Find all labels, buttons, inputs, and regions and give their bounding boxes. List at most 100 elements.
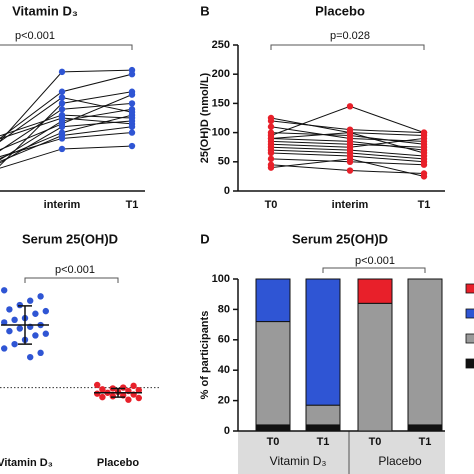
chart-title: Vitamin D₃ bbox=[12, 3, 78, 18]
panel-letter: D bbox=[200, 231, 209, 246]
data-point bbox=[267, 164, 275, 171]
data-point bbox=[0, 287, 8, 294]
data-point bbox=[420, 161, 428, 168]
x-tick-label: T1 bbox=[317, 436, 330, 448]
data-point bbox=[94, 381, 101, 389]
data-point bbox=[420, 149, 428, 157]
data-point bbox=[94, 390, 101, 397]
data-point bbox=[58, 132, 66, 139]
y-tick-label: 0 bbox=[224, 425, 230, 437]
y-tick-label: 250 bbox=[212, 39, 230, 51]
data-point bbox=[346, 129, 354, 136]
legend-swatch bbox=[465, 283, 474, 294]
x-tick-label: interim bbox=[332, 199, 369, 211]
x-tick-label: Placebo bbox=[97, 457, 139, 469]
legend-swatch bbox=[465, 358, 474, 369]
y-tick-label: 80 bbox=[218, 303, 230, 315]
x-label-band bbox=[238, 431, 445, 474]
x-tick-label: T0 bbox=[369, 436, 382, 448]
panel-letter: B bbox=[200, 3, 209, 18]
data-point bbox=[346, 103, 354, 110]
x-tick-label: Vitamin D₃ bbox=[0, 457, 53, 469]
data-point bbox=[32, 310, 39, 317]
data-point bbox=[27, 353, 34, 361]
bar-segment bbox=[305, 424, 341, 432]
data-point bbox=[0, 345, 8, 352]
data-point bbox=[99, 393, 106, 401]
data-point bbox=[128, 129, 136, 136]
bar-segment bbox=[305, 404, 341, 426]
x-tick-label: T1 bbox=[126, 199, 139, 211]
data-point bbox=[42, 307, 49, 315]
y-tick-label: 100 bbox=[212, 127, 230, 139]
legend-swatch bbox=[465, 308, 474, 319]
y-tick-label: 20 bbox=[218, 395, 230, 407]
bar-segment bbox=[357, 278, 393, 304]
data-point bbox=[120, 384, 127, 391]
y-tick-label: 40 bbox=[218, 364, 230, 376]
group-label: Placebo bbox=[378, 454, 422, 468]
data-point bbox=[128, 100, 136, 107]
data-point bbox=[128, 71, 136, 78]
bar-segment bbox=[255, 424, 291, 432]
data-point bbox=[420, 173, 428, 180]
bar-segment bbox=[255, 321, 291, 426]
data-point bbox=[346, 155, 354, 163]
data-point bbox=[58, 120, 66, 128]
data-point bbox=[267, 117, 275, 125]
bar-segment bbox=[357, 302, 393, 432]
x-tick-label: interim bbox=[44, 199, 81, 211]
y-tick-label: 100 bbox=[212, 273, 230, 285]
data-point bbox=[346, 167, 354, 174]
p-value: p<0.001 bbox=[355, 255, 395, 267]
data-point bbox=[58, 106, 66, 113]
significance-bracket bbox=[270, 44, 425, 50]
bar-segment bbox=[255, 278, 291, 323]
data-point bbox=[420, 129, 428, 136]
data-point bbox=[37, 349, 44, 357]
data-point bbox=[58, 114, 66, 122]
data-point bbox=[32, 332, 39, 339]
data-point bbox=[135, 386, 142, 394]
x-tick-label: T0 bbox=[267, 436, 280, 448]
chart-title: Placebo bbox=[315, 3, 365, 18]
data-point bbox=[0, 319, 8, 326]
data-point bbox=[128, 108, 136, 116]
x-tick-label: T0 bbox=[265, 199, 278, 211]
significance-bracket bbox=[322, 267, 426, 273]
data-point bbox=[58, 88, 66, 95]
significance-bracket bbox=[24, 277, 119, 283]
data-point bbox=[420, 144, 428, 151]
data-point bbox=[11, 316, 18, 324]
data-point bbox=[267, 149, 275, 157]
data-point bbox=[58, 68, 66, 76]
data-point bbox=[420, 135, 428, 142]
data-point bbox=[128, 142, 136, 150]
sd-bar bbox=[18, 305, 32, 345]
data-point bbox=[16, 301, 23, 309]
data-point bbox=[58, 100, 66, 107]
group-label: Vitamin D₃ bbox=[270, 454, 327, 468]
bar-segment bbox=[305, 278, 341, 406]
data-point bbox=[58, 145, 66, 153]
p-value: p=0.028 bbox=[330, 30, 370, 42]
data-point bbox=[267, 123, 275, 130]
data-point bbox=[128, 91, 136, 98]
data-point bbox=[58, 94, 66, 101]
sd-bar bbox=[111, 387, 125, 398]
data-point bbox=[267, 135, 275, 142]
y-tick-label: 0 bbox=[224, 185, 230, 197]
significance-bracket bbox=[0, 44, 133, 50]
x-tick-label: T1 bbox=[418, 199, 431, 211]
data-point bbox=[6, 306, 13, 313]
y-axis-label: 25(OH)D (nmol/L) bbox=[199, 72, 211, 163]
data-point bbox=[128, 114, 136, 122]
bar-segment bbox=[407, 278, 443, 426]
y-axis-label: % of participants bbox=[199, 311, 211, 400]
data-point bbox=[37, 293, 44, 300]
data-point bbox=[16, 325, 23, 332]
data-point bbox=[130, 382, 137, 390]
y-tick-label: 50 bbox=[218, 156, 230, 168]
data-point bbox=[128, 123, 136, 130]
